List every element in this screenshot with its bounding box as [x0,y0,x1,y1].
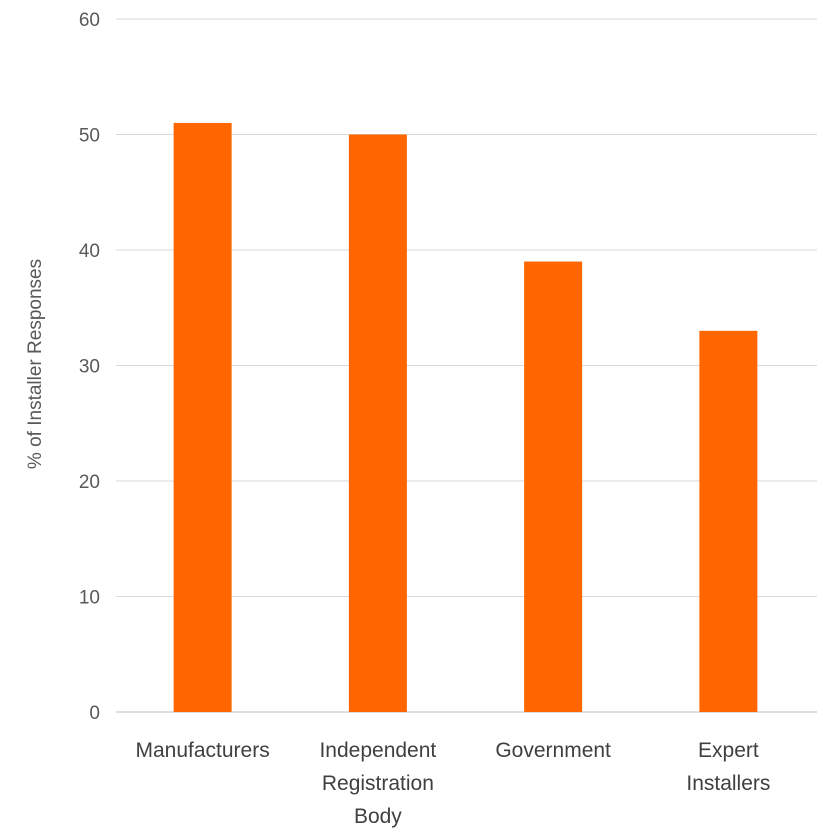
x-category-label-line: Manufacturers [136,739,270,762]
x-axis-categories: Manufacturers Independent Registration Body… [136,739,771,828]
x-category-label: Government [495,739,611,762]
x-category-label-line: Body [354,805,402,828]
x-category-label-line: Independent [319,739,436,762]
bar [524,261,583,712]
y-axis-ticks: 0 10 20 30 40 50 60 [79,10,100,724]
y-tick-label: 60 [79,10,100,31]
gridlines [116,18,817,713]
x-category-label-line: Expert [698,739,759,762]
y-axis-title: % of Installer Responses [25,259,46,469]
x-category-label-line: Registration [322,772,434,795]
x-category-label: Manufacturers [136,739,270,762]
y-tick-label: 0 [89,703,100,724]
bar [348,134,407,712]
bar [173,122,232,712]
bar [699,330,758,712]
y-tick-label: 40 [79,241,100,262]
x-category-label-line: Installers [686,772,770,795]
x-category-label-line: Government [495,739,611,762]
y-tick-label: 20 [79,472,100,493]
x-category-label: Independent Registration Body [319,739,436,828]
bars [173,122,758,712]
x-category-label: Expert Installers [686,739,770,795]
y-tick-label: 10 [79,588,100,609]
y-tick-label: 50 [79,126,100,147]
y-tick-label: 30 [79,357,100,378]
